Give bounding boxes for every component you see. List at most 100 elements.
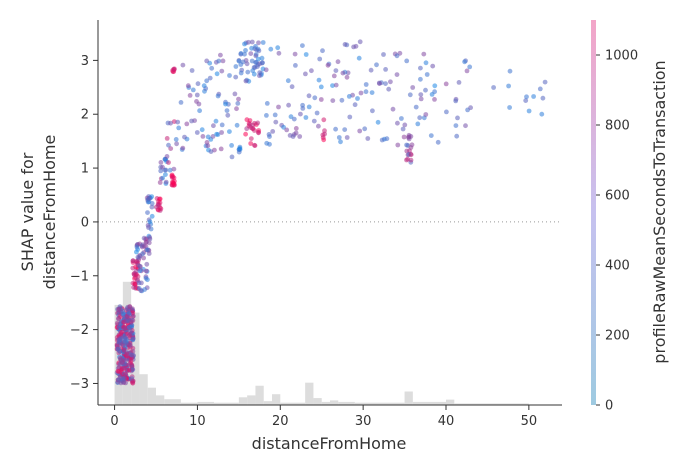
data-point (335, 59, 341, 65)
data-point (164, 136, 170, 141)
data-point (264, 113, 269, 118)
data-point (318, 84, 324, 90)
data-point (146, 251, 152, 256)
data-point (418, 96, 424, 102)
histogram-bar (147, 387, 156, 405)
data-point (194, 92, 200, 98)
data-point (322, 128, 327, 134)
data-point (184, 121, 190, 127)
data-point (178, 100, 184, 105)
data-point (285, 78, 291, 84)
data-point (252, 142, 257, 148)
data-point (454, 133, 460, 139)
data-point (158, 168, 164, 174)
histogram-bar (338, 401, 355, 405)
data-point (383, 81, 388, 86)
colorbar-tick-label: 800 (605, 119, 630, 134)
data-point (357, 128, 363, 134)
data-point (141, 255, 147, 261)
data-point (144, 261, 150, 267)
data-point (137, 253, 143, 259)
data-point (123, 371, 128, 377)
data-point (201, 83, 207, 89)
x-axis-ticks: 0 10 20 30 40 50 (110, 405, 537, 429)
y-tick-label: −3 (70, 377, 89, 392)
data-point (219, 68, 225, 74)
data-point (264, 140, 270, 146)
data-point (297, 134, 303, 139)
data-point (232, 91, 238, 97)
data-point (526, 108, 532, 114)
data-point (180, 145, 186, 151)
data-point (289, 84, 295, 90)
data-point (118, 357, 124, 363)
x-axis-label: distanceFromHome (252, 434, 407, 453)
data-point (175, 119, 181, 125)
data-point (395, 142, 401, 148)
data-point (253, 44, 258, 49)
data-point (147, 219, 153, 225)
data-point (311, 118, 317, 124)
data-point (264, 101, 270, 106)
histogram-bar (305, 382, 314, 405)
data-point (320, 48, 325, 54)
data-point (379, 137, 385, 143)
data-point (160, 175, 166, 181)
data-point (128, 320, 134, 325)
feature-histogram (114, 281, 529, 405)
data-point (256, 130, 261, 136)
data-point (215, 93, 221, 99)
data-point (312, 95, 318, 101)
data-point (210, 134, 216, 139)
data-point (227, 73, 232, 78)
histogram-bar (412, 401, 446, 405)
data-point (211, 123, 216, 129)
data-point (213, 118, 219, 124)
data-point (333, 68, 339, 73)
histogram-bar (180, 402, 198, 405)
data-point (158, 160, 164, 165)
data-point (122, 336, 128, 342)
data-point (524, 94, 529, 100)
data-point (316, 77, 322, 83)
data-point (136, 280, 142, 286)
data-point (121, 379, 126, 385)
data-point (205, 134, 211, 140)
data-point (216, 58, 222, 64)
histogram-bar (404, 391, 413, 405)
data-point (194, 130, 200, 135)
data-point (207, 75, 213, 81)
data-point (248, 136, 254, 142)
colorbar-tick-label: 1000 (605, 49, 638, 64)
data-point (182, 134, 187, 140)
data-point (257, 70, 263, 75)
shap-points (114, 39, 548, 386)
data-point (117, 349, 123, 354)
colorbar-tick-label: 400 (605, 259, 630, 274)
data-point (453, 98, 459, 104)
data-point (180, 62, 186, 68)
data-point (428, 133, 434, 139)
data-point (468, 105, 473, 111)
data-point (218, 146, 224, 152)
data-point (300, 102, 305, 108)
y-tick-label: 2 (81, 108, 89, 123)
data-point (160, 164, 165, 170)
histogram-bar (164, 399, 181, 405)
data-point (375, 119, 381, 125)
data-point (270, 129, 276, 134)
data-point (374, 62, 379, 68)
data-point (260, 60, 265, 66)
data-point (235, 101, 241, 106)
data-point (166, 160, 171, 165)
data-point (163, 167, 169, 173)
histogram-bar (272, 394, 281, 405)
histogram-bar (197, 401, 214, 405)
data-point (146, 196, 152, 201)
data-point (208, 149, 214, 155)
data-point (276, 50, 282, 56)
data-point (209, 65, 215, 71)
data-point (344, 135, 350, 140)
data-point (418, 65, 423, 71)
data-point (394, 53, 400, 59)
